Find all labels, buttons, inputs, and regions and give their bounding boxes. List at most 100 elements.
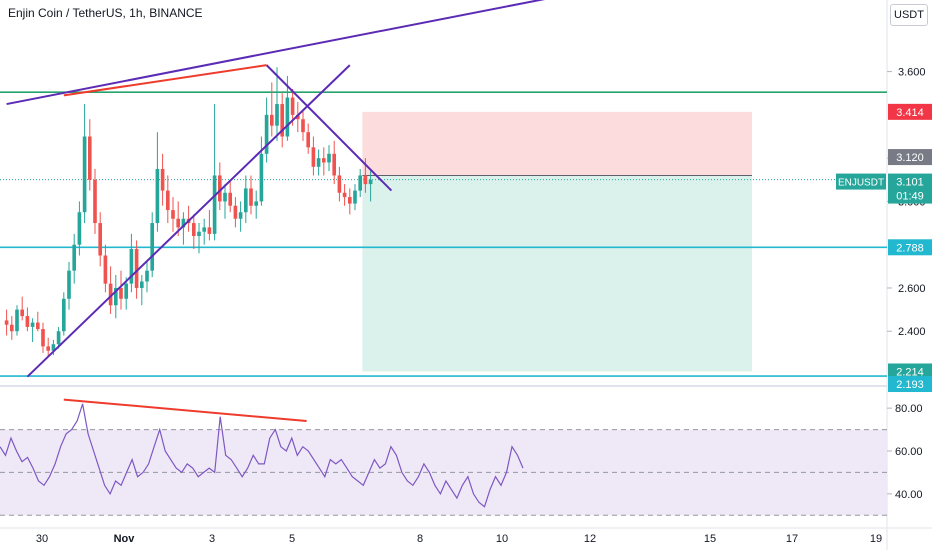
candle-body [311, 147, 316, 167]
candle-body [103, 255, 108, 284]
time-tick-label: 10 [496, 533, 508, 545]
rising-support-trendline [26, 64, 351, 378]
candle-body [155, 168, 160, 224]
candle-body [134, 249, 139, 288]
candle-body [145, 270, 149, 282]
candle-body [321, 158, 326, 163]
time-tick-label: 12 [584, 533, 596, 545]
price-badge-label: 3.120 [896, 152, 924, 164]
candle-body [347, 197, 352, 204]
take-profit-zone [362, 175, 752, 372]
channel-upper-trendline [6, 0, 546, 106]
candle-body [108, 283, 113, 306]
candle-body [327, 153, 331, 163]
candle-body [113, 287, 118, 306]
candle-body [77, 212, 82, 245]
price-badge-label: 2.788 [896, 242, 924, 254]
candle-body [4, 320, 9, 325]
candle-body [160, 168, 165, 191]
candle-body [259, 153, 264, 202]
candle-body [233, 205, 238, 219]
price-badge-label: 01:49 [896, 191, 924, 203]
time-tick-label: 17 [786, 533, 798, 545]
candle-body [212, 175, 217, 234]
candle-body [275, 104, 279, 126]
candle-body [290, 97, 295, 115]
candle-body [306, 132, 311, 148]
candle-body [223, 192, 227, 202]
candle-body [238, 212, 243, 219]
candle-body [15, 309, 19, 332]
price-badge-countdown [888, 187, 932, 204]
rsi-divergence-line [63, 398, 307, 422]
candle-body [285, 97, 290, 137]
candle-body [269, 114, 274, 126]
candle-body [165, 190, 170, 211]
candle-body [243, 188, 248, 213]
candle-body [129, 249, 134, 284]
candle-body [30, 322, 35, 327]
price-tick-label: 2.600 [898, 283, 926, 295]
rsi-tick-label: 80.00 [895, 403, 923, 415]
candle-body [87, 136, 92, 180]
symbol-title: Enjin Coin / TetherUS, 1h, BINANCE [8, 6, 203, 20]
price-badge-label: 3.101 [896, 177, 924, 189]
candle-body [301, 119, 305, 133]
price-tick-label: 2.400 [898, 326, 926, 338]
candle-body [228, 192, 233, 206]
candle-body [56, 331, 61, 345]
price-badge-support [888, 376, 932, 393]
candle-body [176, 218, 181, 228]
candle-body [207, 227, 212, 234]
price-badge-stop [888, 103, 932, 120]
candle-body [264, 114, 269, 154]
currency-button[interactable]: USDT [890, 4, 928, 26]
candle-body [342, 192, 347, 198]
candle-body [98, 223, 103, 256]
rsi-tick-label: 60.00 [895, 446, 923, 458]
time-tick-label: Nov [114, 533, 136, 545]
time-tick-label: 30 [36, 533, 48, 545]
candle-body [20, 309, 25, 317]
candle-body [181, 218, 186, 228]
candle-body [280, 104, 285, 137]
candle-body [316, 158, 321, 167]
symbol-badge-label: ENJUSDT [838, 178, 884, 189]
candle-body [93, 179, 97, 224]
candle-body [197, 231, 201, 237]
candle-body [82, 136, 87, 213]
candle-body [368, 179, 373, 185]
price-badge-entry [888, 149, 932, 166]
rsi-line [0, 403, 524, 508]
candle-body [254, 201, 259, 206]
price-badge-support [888, 239, 932, 256]
candle-body [119, 287, 123, 299]
candle-body [171, 210, 175, 219]
candle-body [332, 153, 337, 176]
candle-body [72, 244, 77, 271]
candle-body [51, 344, 56, 351]
candle-body [150, 223, 155, 271]
price-badge-label: 2.214 [896, 366, 924, 378]
rsi-tick-label: 40.00 [895, 489, 923, 501]
candle-body [337, 175, 342, 193]
candle-body [295, 114, 300, 120]
candle-body [9, 324, 14, 332]
descending-resistance-trendline [265, 64, 393, 192]
candle-body [124, 283, 129, 299]
price-badge-label: 3.414 [896, 107, 924, 119]
candle-body [139, 281, 144, 288]
price-badge-target [888, 363, 932, 380]
candle-body [217, 175, 222, 202]
price-divergence-line [63, 64, 267, 97]
candle-body [202, 227, 207, 232]
time-tick-label: 8 [417, 533, 423, 545]
candle-body [358, 175, 363, 191]
price-badge-last [888, 173, 932, 190]
time-tick-label: 19 [870, 533, 882, 545]
stop-loss-zone [362, 111, 752, 176]
candle-body [363, 175, 368, 185]
candle-body [191, 223, 196, 237]
price-badge-label: 2.193 [896, 379, 924, 391]
